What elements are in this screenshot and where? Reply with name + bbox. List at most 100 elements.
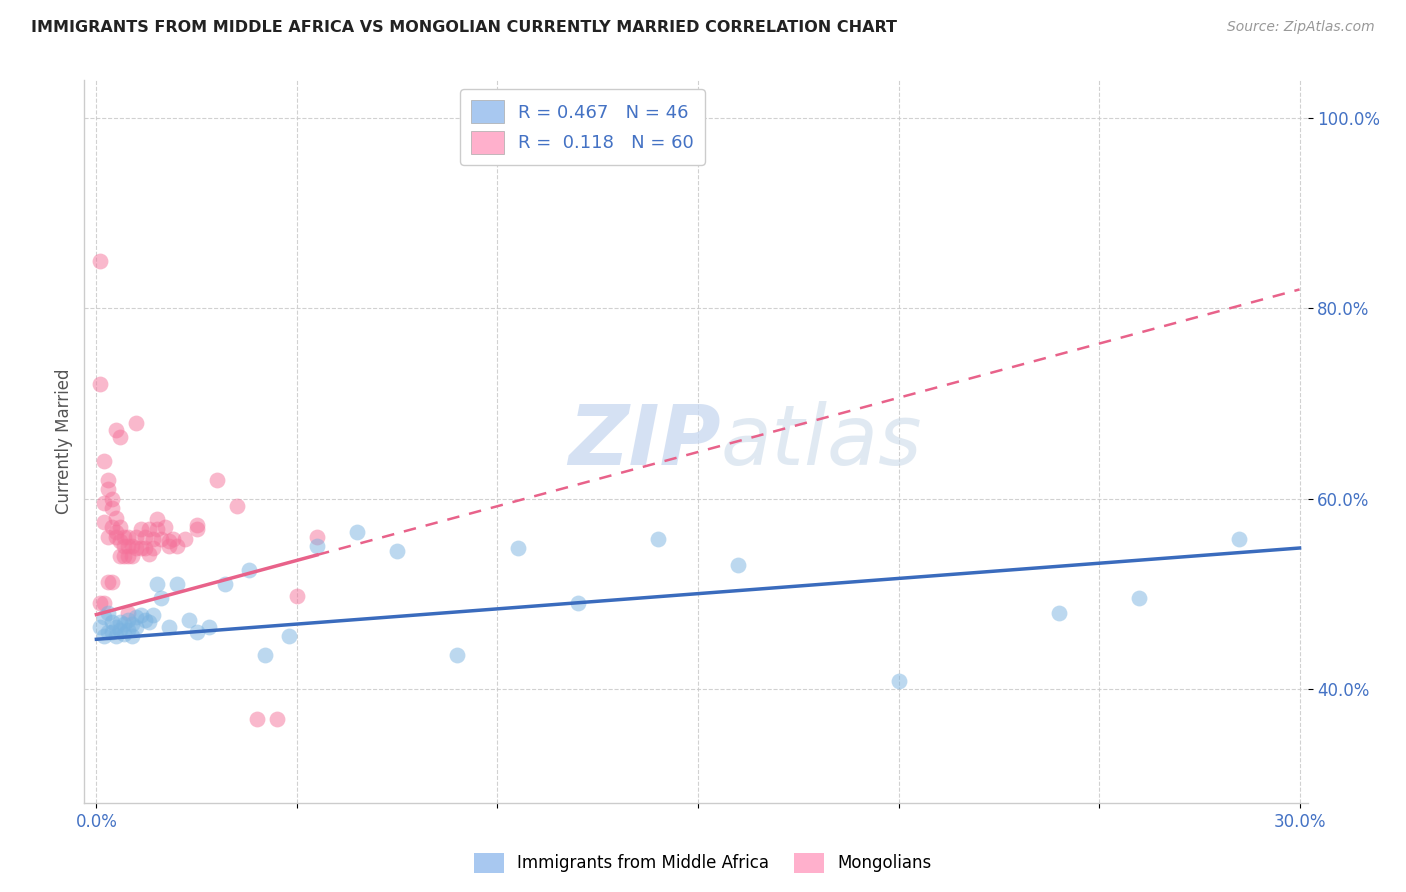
Point <box>114 530 136 544</box>
Point <box>110 615 132 630</box>
Point <box>225 499 247 513</box>
Point <box>253 648 276 663</box>
Point <box>129 522 152 536</box>
Point <box>93 516 115 530</box>
Point <box>121 549 143 563</box>
Point <box>110 549 132 563</box>
Text: atlas: atlas <box>720 401 922 482</box>
Point <box>138 547 160 561</box>
Point <box>157 534 180 549</box>
Point <box>101 615 124 630</box>
Point <box>647 532 669 546</box>
Point <box>166 577 188 591</box>
Legend: Immigrants from Middle Africa, Mongolians: Immigrants from Middle Africa, Mongolian… <box>467 847 939 880</box>
Point <box>446 648 468 663</box>
Point <box>97 575 120 590</box>
Point <box>114 549 136 563</box>
Point <box>305 539 328 553</box>
Point <box>117 623 139 637</box>
Point <box>117 539 139 553</box>
Point <box>89 254 111 268</box>
Point <box>141 607 163 622</box>
Point <box>177 613 200 627</box>
Point <box>205 473 228 487</box>
Point <box>121 539 143 553</box>
Point <box>117 549 139 563</box>
Point <box>97 473 120 487</box>
Point <box>157 620 180 634</box>
Point <box>89 620 111 634</box>
Point <box>1128 591 1150 606</box>
Point <box>186 518 208 533</box>
Point <box>93 596 115 610</box>
Point <box>105 423 128 437</box>
Point <box>121 617 143 632</box>
Point <box>138 522 160 536</box>
Point <box>277 629 299 643</box>
Point <box>97 606 120 620</box>
Point <box>134 541 156 555</box>
Point <box>105 524 128 539</box>
Point <box>149 591 172 606</box>
Point <box>114 626 136 640</box>
Point <box>887 674 910 689</box>
Point <box>285 589 308 603</box>
Point <box>110 430 132 444</box>
Text: ZIP: ZIP <box>568 401 720 482</box>
Point <box>305 530 328 544</box>
Point <box>162 532 184 546</box>
Point <box>145 577 167 591</box>
Text: Source: ZipAtlas.com: Source: ZipAtlas.com <box>1227 20 1375 34</box>
Point <box>93 610 115 624</box>
Point <box>97 530 120 544</box>
Point <box>214 577 236 591</box>
Point <box>506 541 529 555</box>
Point <box>246 712 269 726</box>
Point <box>101 491 124 506</box>
Point <box>134 613 156 627</box>
Point <box>97 624 120 639</box>
Point <box>117 606 139 620</box>
Point <box>125 416 148 430</box>
Point <box>93 496 115 510</box>
Point <box>125 610 148 624</box>
Point <box>125 530 148 544</box>
Point <box>110 623 132 637</box>
Point <box>101 501 124 516</box>
Point <box>93 629 115 643</box>
Point <box>1047 606 1070 620</box>
Point <box>238 563 260 577</box>
Point <box>101 624 124 639</box>
Point <box>89 596 111 610</box>
Point <box>157 539 180 553</box>
Point <box>125 541 148 555</box>
Point <box>197 620 219 634</box>
Point <box>114 617 136 632</box>
Point <box>101 520 124 534</box>
Point <box>105 620 128 634</box>
Point <box>385 544 408 558</box>
Point <box>93 453 115 467</box>
Point <box>1229 532 1251 546</box>
Point <box>129 541 152 555</box>
Point <box>114 539 136 553</box>
Point <box>134 530 156 544</box>
Y-axis label: Currently Married: Currently Married <box>55 368 73 515</box>
Point <box>173 532 195 546</box>
Point <box>141 541 163 555</box>
Point <box>110 534 132 549</box>
Point <box>153 520 176 534</box>
Point <box>97 482 120 496</box>
Point <box>145 522 167 536</box>
Point <box>105 629 128 643</box>
Point <box>186 522 208 536</box>
Point <box>110 520 132 534</box>
Point <box>186 624 208 639</box>
Point <box>567 596 589 610</box>
Point <box>141 532 163 546</box>
Point <box>129 607 152 622</box>
Point <box>117 530 139 544</box>
Point <box>121 629 143 643</box>
Point <box>138 615 160 630</box>
Point <box>105 530 128 544</box>
